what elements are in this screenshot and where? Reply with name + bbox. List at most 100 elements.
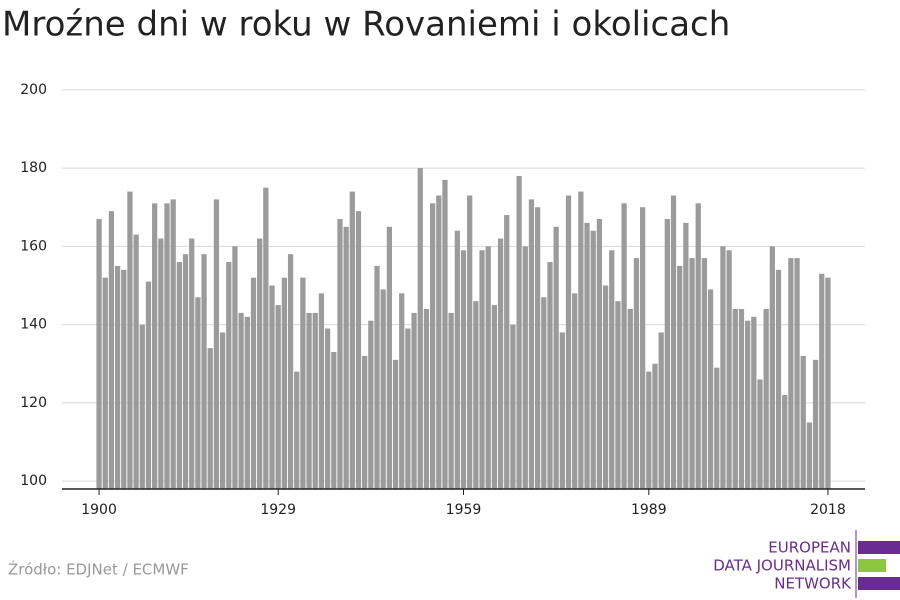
bar: [269, 285, 275, 489]
bar: [306, 312, 312, 489]
bar: [732, 308, 738, 489]
bar: [782, 395, 788, 489]
bar: [158, 238, 164, 489]
y-tick-label: 180: [20, 160, 47, 176]
bar: [386, 226, 393, 489]
bar: [164, 203, 170, 489]
logo-bar: [858, 577, 900, 590]
bar: [683, 222, 689, 489]
bar: [658, 332, 664, 489]
y-tick-label: 120: [20, 395, 47, 411]
bar: [602, 285, 609, 489]
bar: [553, 226, 559, 489]
y-tick-label: 140: [20, 317, 47, 333]
bar: [232, 246, 238, 489]
bar: [275, 305, 281, 489]
bar: [775, 269, 782, 489]
bar: [343, 226, 349, 489]
bar: [528, 199, 535, 489]
logo: EUROPEAN DATA JOURNALISM NETWORK: [713, 530, 900, 598]
bar: [250, 277, 257, 489]
logo-text: DATA JOURNALISM: [713, 557, 851, 575]
bar: [707, 289, 714, 489]
bar: [633, 258, 640, 489]
bar: [312, 312, 318, 489]
bar: [627, 308, 633, 489]
logo-bar: [858, 559, 886, 572]
bar: [794, 258, 800, 489]
bar: [522, 246, 528, 489]
bar: [189, 238, 195, 489]
bar: [454, 230, 460, 489]
bar: [751, 316, 757, 489]
bar: [534, 207, 541, 489]
bar: [596, 218, 603, 489]
bar: [646, 371, 652, 489]
bar: [423, 308, 430, 489]
bar: [640, 207, 646, 489]
bar: [497, 238, 504, 489]
bar: [219, 332, 226, 489]
chart-title: Mroźne dni w roku w Rovaniemi i okolicac…: [2, 5, 730, 45]
bar: [392, 359, 399, 489]
bar: [238, 312, 244, 489]
bar: [257, 238, 263, 489]
bar: [399, 293, 405, 489]
bar: [584, 222, 590, 489]
source: Źródło: EDJNet / ECMWF: [8, 560, 189, 579]
bar: [213, 199, 220, 489]
bar: [442, 179, 448, 489]
bar: [195, 297, 201, 489]
bar: [182, 254, 189, 489]
bar: [565, 195, 572, 489]
bar: [405, 328, 411, 489]
bar: [664, 218, 670, 489]
bar: [590, 230, 596, 489]
bar: [745, 320, 751, 489]
bar: [800, 355, 806, 489]
bar: [281, 277, 287, 489]
bar: [324, 328, 331, 489]
bar: [689, 258, 695, 489]
bar: [738, 308, 745, 489]
bar: [504, 215, 510, 490]
bar: [244, 316, 250, 489]
bar: [726, 250, 732, 489]
bar: [436, 195, 442, 489]
bar: [714, 367, 720, 489]
bar: [763, 308, 769, 489]
bar: [485, 246, 491, 489]
bar: [720, 246, 726, 489]
bar: [411, 312, 417, 489]
bar: [355, 211, 362, 489]
bar: [652, 363, 658, 489]
y-tick-label: 200: [20, 82, 47, 98]
bar: [374, 265, 380, 489]
bar: [609, 250, 615, 489]
bar: [201, 254, 207, 489]
bar: [300, 277, 306, 489]
x-tick-label: 2018: [810, 502, 846, 518]
bar: [96, 218, 102, 489]
bar: [429, 203, 436, 489]
bar: [572, 293, 578, 489]
logo-text: EUROPEAN: [768, 539, 851, 557]
bar: [337, 218, 343, 489]
bar: [368, 320, 374, 489]
bar: [479, 250, 485, 489]
bar: [102, 277, 108, 489]
bar: [757, 379, 763, 489]
bar: [349, 191, 355, 490]
bar: [467, 195, 473, 489]
bar: [806, 422, 813, 489]
x-tick-label: 1929: [260, 502, 296, 518]
bar: [541, 297, 547, 489]
bar: [510, 324, 516, 489]
bar: [473, 301, 479, 489]
bar: [152, 203, 158, 489]
bar: [263, 187, 269, 490]
y-tick-label: 160: [20, 238, 47, 254]
logo-text: NETWORK: [774, 575, 852, 593]
x-tick-label: 1900: [81, 502, 117, 518]
